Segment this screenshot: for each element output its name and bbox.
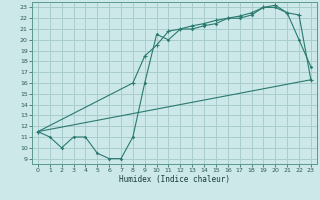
X-axis label: Humidex (Indice chaleur): Humidex (Indice chaleur)	[119, 175, 230, 184]
